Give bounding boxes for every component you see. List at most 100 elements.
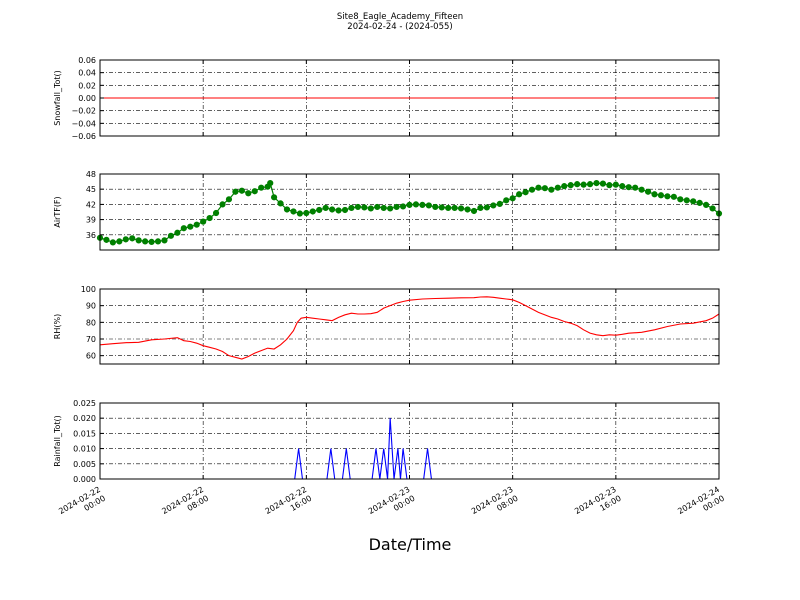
y-tick-label: 36	[86, 231, 96, 240]
x-axis-label: Date/Time	[369, 535, 452, 554]
data-point	[283, 206, 291, 213]
y-tick-label: 45	[86, 185, 96, 194]
x-tick-label: 2024-02-2300:00	[367, 485, 417, 525]
data-point	[509, 195, 516, 202]
subplot-2: 36 39 42 45 48 AirTF(F)	[53, 170, 723, 251]
data-point	[290, 208, 297, 215]
data-point	[354, 203, 362, 211]
x-tick-label: 2024-02-2216:00	[264, 485, 314, 525]
data-point	[683, 197, 690, 204]
subplots: −0.06 −0.04 −0.02 0.00 0.02 0.04 0.06 Snowfall_…	[53, 56, 726, 525]
y-tick-label: 90	[86, 302, 96, 311]
y-tick-label: 0.010	[73, 445, 96, 454]
subplot-1: −0.06 −0.04 −0.02 0.00 0.02 0.04 0.06 Snowfall_…	[53, 56, 720, 141]
data-point	[393, 203, 400, 211]
data-point	[554, 184, 561, 191]
data-point	[206, 214, 213, 222]
y-tick-label: 0.020	[73, 414, 96, 423]
x-tick-label: 2024-02-2400:00	[676, 485, 726, 525]
chart-title: Site8_Eagle_Academy_Fifteen	[337, 12, 463, 22]
data-point	[277, 200, 284, 207]
data-point	[606, 182, 613, 189]
data-point	[490, 202, 497, 209]
data-point	[535, 184, 542, 191]
data-point	[180, 225, 187, 232]
data-point	[399, 203, 407, 210]
data-point	[419, 201, 426, 209]
y-axis-label: Snowfall_Tot()	[53, 70, 62, 126]
y-axis-label: Rainfall_Tot()	[53, 415, 62, 467]
y-tick-label: 0.000	[73, 475, 96, 484]
data-point	[496, 200, 503, 207]
data-point	[374, 203, 381, 211]
data-point	[709, 205, 716, 212]
subplot-4: 0.000 0.005 0.010 0.015 0.020 0.025 Rainfall_T…	[53, 399, 720, 484]
data-point	[690, 198, 697, 205]
y-tick-label: 60	[86, 352, 96, 361]
data-point	[612, 181, 619, 188]
data-point	[142, 238, 149, 245]
data-point	[593, 180, 600, 187]
data-point	[406, 201, 413, 209]
data-point	[445, 204, 452, 212]
x-tick-label: 2024-02-2308:00	[470, 485, 520, 525]
data-point	[232, 188, 239, 195]
subplot-3: 60 70 80 90 100 RH(%)	[53, 285, 720, 365]
data-point	[548, 186, 555, 193]
data-point	[599, 180, 607, 187]
data-point	[303, 209, 310, 217]
data-point	[541, 185, 549, 192]
data-point	[154, 238, 162, 245]
y-tick-label: 39	[86, 216, 96, 225]
data-point	[477, 204, 484, 212]
y-tick-label: −0.02	[71, 107, 96, 116]
chart-subtitle: 2024-02-24 - (2024-055)	[347, 22, 452, 32]
y-tick-label: 0.00	[78, 94, 96, 103]
data-point	[619, 183, 626, 190]
y-tick-label: 0.025	[73, 399, 96, 408]
y-tick-label: 0.06	[78, 56, 96, 65]
y-tick-label: 0.005	[73, 460, 96, 469]
data-point	[341, 206, 349, 214]
y-axis-label: RH(%)	[53, 314, 62, 339]
data-point	[425, 202, 432, 209]
x-tick-label: 2024-02-2208:00	[160, 485, 210, 525]
data-point	[238, 187, 245, 194]
data-point	[109, 239, 116, 246]
data-point	[664, 193, 671, 200]
series-line	[99, 296, 720, 360]
data-point	[161, 237, 168, 244]
data-point	[412, 201, 420, 208]
data-point	[632, 184, 639, 191]
y-tick-label: 70	[86, 335, 96, 344]
y-tick-label: 0.015	[73, 429, 96, 438]
data-point	[187, 223, 194, 230]
data-point	[677, 196, 684, 203]
data-point	[516, 191, 523, 198]
y-tick-label: 48	[86, 170, 96, 179]
data-point	[483, 204, 490, 211]
y-tick-label: 0.02	[78, 81, 96, 90]
x-tick-label: 2024-02-2316:00	[573, 485, 623, 525]
data-point	[316, 206, 323, 214]
data-point	[470, 207, 478, 215]
data-point	[387, 205, 394, 212]
data-point	[309, 208, 316, 215]
data-point	[103, 236, 110, 243]
y-tick-label: −0.04	[71, 119, 96, 128]
data-point	[503, 197, 510, 204]
data-point	[267, 180, 274, 187]
data-point	[251, 188, 258, 195]
data-point	[270, 194, 278, 201]
data-point	[522, 189, 529, 196]
data-point	[148, 238, 155, 245]
data-point	[703, 201, 710, 209]
data-point	[129, 235, 136, 242]
data-point	[329, 206, 336, 213]
data-point	[135, 237, 142, 244]
data-point	[651, 191, 658, 198]
data-point	[586, 181, 594, 188]
y-tick-label: 42	[86, 200, 96, 209]
data-point	[625, 184, 632, 191]
data-point	[432, 203, 439, 211]
